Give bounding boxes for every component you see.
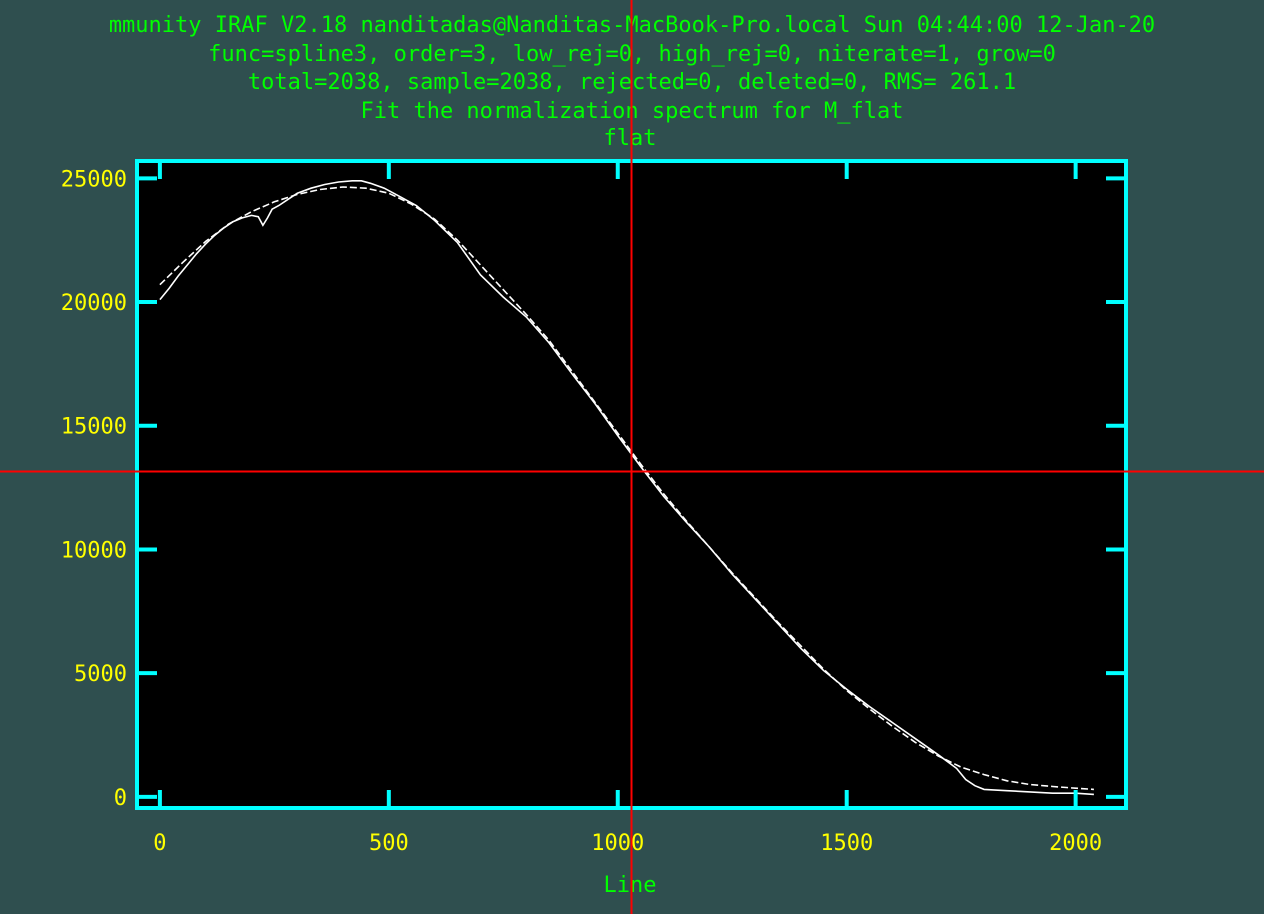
x-tick-label: 1000 <box>591 831 644 856</box>
y-tick-label: 20000 <box>61 291 127 316</box>
y-tick-label: 0 <box>114 786 127 811</box>
series-layer <box>159 180 1094 796</box>
tick-layer <box>137 161 1126 808</box>
x-tick-label: 1500 <box>820 831 873 856</box>
y-tick-label: 15000 <box>61 415 127 440</box>
chart-title: flat <box>604 126 657 151</box>
y-tick-label: 25000 <box>61 167 127 192</box>
x-tick-label: 0 <box>153 831 166 856</box>
series-1-line <box>159 180 1094 796</box>
x-tick-label: 2000 <box>1049 831 1102 856</box>
tick-label-layer: 0 500 1000 1500 2000050001000015000200002500… <box>61 167 1102 856</box>
y-tick-label: 10000 <box>61 538 127 563</box>
series-2-line <box>159 186 1094 791</box>
x-tick-label: 500 <box>369 831 409 856</box>
x-axis-label: Line <box>604 873 657 898</box>
y-tick-label: 5000 <box>74 662 127 687</box>
